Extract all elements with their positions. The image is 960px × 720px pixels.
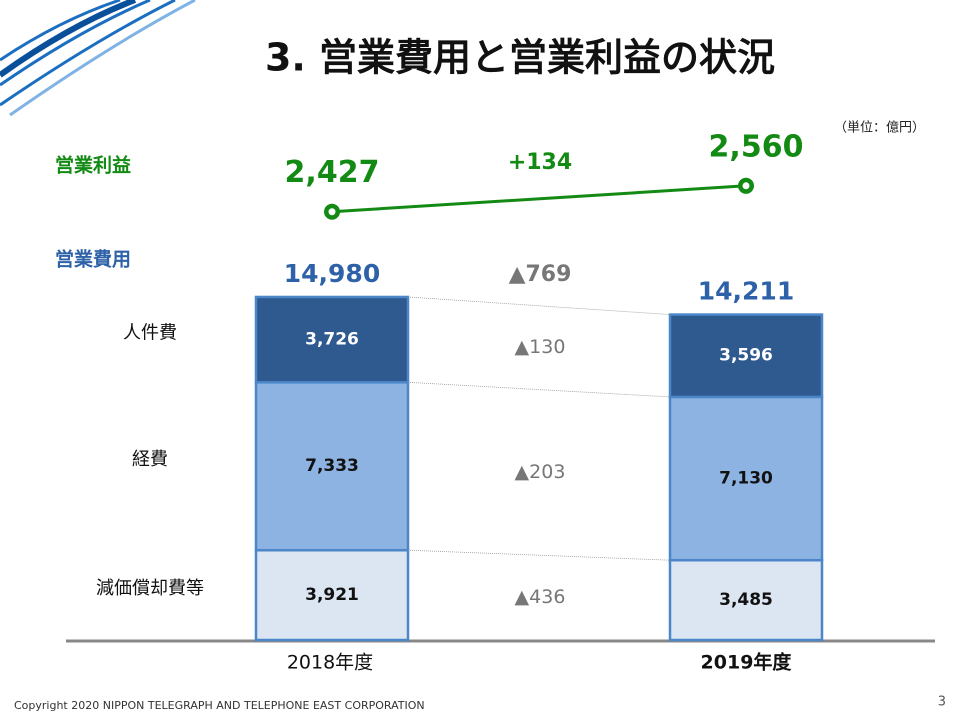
bar-segment [254, 381, 410, 552]
segment-label: 3,921 [305, 585, 359, 605]
profit-point-inner [742, 182, 750, 190]
bar-segment [254, 295, 410, 384]
profit-label: 2,427 [285, 155, 380, 190]
slide-title: 3. 営業費用と営業利益の状況 [265, 36, 775, 80]
profit-change: +134 [508, 150, 572, 175]
x-tick-label: 2019年度 [701, 651, 793, 674]
connector-line [407, 381, 671, 398]
change-label: ▲203 [515, 461, 566, 483]
profit-label: 2,560 [709, 129, 804, 164]
segment-label: 7,130 [719, 469, 773, 489]
bar-segment [668, 395, 824, 562]
segment-label: 3,726 [305, 330, 359, 350]
unit-note: （単位：億円） [834, 120, 925, 136]
corner-decoration [0, 0, 196, 117]
bar-segment [254, 548, 410, 642]
total-change: ▲769 [509, 262, 572, 287]
bar-segment [668, 558, 824, 642]
change-label: ▲130 [515, 336, 566, 358]
series-name: 人件費 [123, 323, 177, 344]
bar-segment [668, 313, 824, 399]
profit-point-inner [328, 208, 336, 216]
x-tick-label: 2018年度 [287, 652, 373, 674]
series-name: 経費 [132, 449, 168, 470]
connector-line [407, 296, 671, 315]
profit-line [331, 184, 747, 214]
total-label: 14,980 [284, 259, 380, 288]
segment-label: 7,333 [305, 456, 359, 476]
series-name: 減価償却費等 [96, 578, 204, 599]
segment-label: 3,596 [719, 346, 773, 366]
expense-label: 営業費用 [55, 248, 131, 271]
connector-line [407, 549, 671, 561]
copyright: Copyright 2020 NIPPON TELEGRAPH AND TELE… [14, 699, 425, 712]
change-label: ▲436 [515, 586, 566, 608]
page-number: 3 [938, 695, 946, 710]
segment-label: 3,485 [719, 590, 773, 610]
profit-label: 営業利益 [55, 154, 131, 177]
total-label: 14,211 [698, 277, 794, 306]
